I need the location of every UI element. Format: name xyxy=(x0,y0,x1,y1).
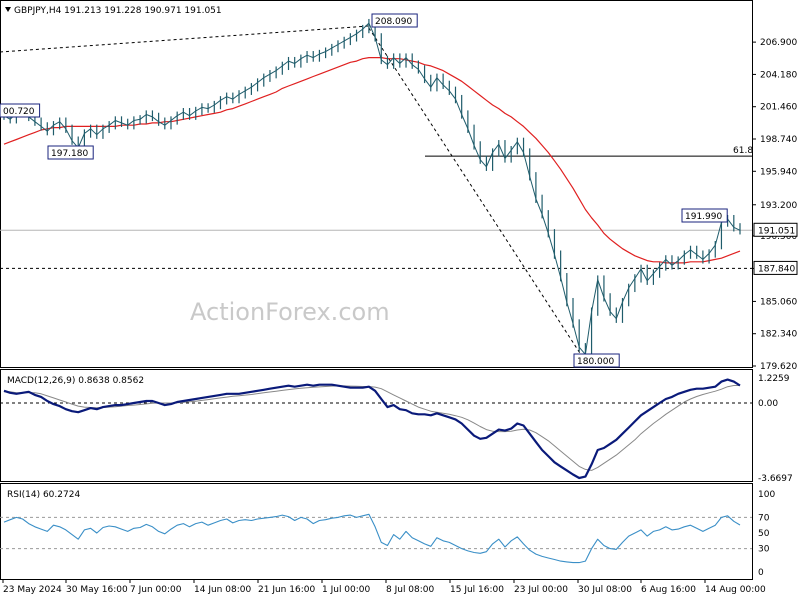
trend-line-upper xyxy=(0,25,369,53)
price-pane-border xyxy=(0,0,753,368)
rsi-axis-label: 50 xyxy=(758,529,770,539)
rsi-axis-label: 0 xyxy=(758,568,764,578)
support-price-box xyxy=(753,260,798,275)
rsi-axis-label: 70 xyxy=(758,513,770,523)
dropdown-arrow-icon[interactable] xyxy=(5,7,11,12)
high-tag-208090-box xyxy=(371,13,418,28)
rsi-line xyxy=(3,513,741,564)
tag-197180: 197.180 xyxy=(51,149,88,159)
tag-191990: 191.990 xyxy=(685,212,722,222)
price-axis-label: 182.340 xyxy=(760,330,797,340)
x-axis-label: 7 Jun 00:00 xyxy=(130,585,182,595)
x-axis-label: 21 Jun 16:00 xyxy=(258,585,315,595)
tag-200720-box xyxy=(0,103,41,118)
chart-marks: 208.090 00.720 197.180 180.000 191.990 206.90… xyxy=(0,13,798,595)
price-axis-label: 204.180 xyxy=(760,70,797,80)
tag-200720: 00.720 xyxy=(3,107,35,117)
price-axis-label: 195.940 xyxy=(760,167,797,177)
macd-signal-line xyxy=(4,385,740,471)
x-axis-label: 1 Jul 00:00 xyxy=(322,585,371,595)
tag-191990-box xyxy=(681,208,728,223)
rsi-axis-label: 30 xyxy=(758,545,770,555)
fib-618-label: 61.8 xyxy=(733,146,753,156)
price-axis-label: 193.200 xyxy=(760,201,797,211)
x-axis-label: 14 Jun 08:00 xyxy=(194,585,251,595)
price-axis-label: 198.740 xyxy=(760,135,797,145)
macd-axis-label: 1.2259 xyxy=(758,374,790,384)
macd-title: MACD(12,26,9) 0.8638 0.8562 xyxy=(7,376,144,386)
price-axis-label: 201.460 xyxy=(760,103,797,113)
symbol-header: GBPJPY,H4 191.213 191.228 190.971 191.05… xyxy=(14,6,222,16)
low-tag-180000-box xyxy=(573,353,620,368)
support-price-label: 187.840 xyxy=(758,264,795,274)
low-tag-180000: 180.000 xyxy=(577,357,614,367)
ma-line xyxy=(3,57,741,264)
macd-axis-label: 0.00 xyxy=(758,399,778,409)
price-axis-label: 185.060 xyxy=(760,297,797,307)
price-axis-label: 190.500 xyxy=(760,232,797,242)
x-axis-label: 23 Jul 00:00 xyxy=(514,585,568,595)
rsi-pane-border xyxy=(0,483,753,580)
rsi-axis-label: 100 xyxy=(758,490,775,500)
watermark: ActionForex.com xyxy=(190,298,390,326)
price-axis-label: 206.900 xyxy=(760,38,797,48)
rsi-title: RSI(14) 60.2724 xyxy=(7,490,80,500)
x-axis-label: 14 Aug 00:00 xyxy=(705,585,766,595)
x-axis-label: 6 Aug 16:00 xyxy=(641,585,696,595)
price-line xyxy=(3,22,741,355)
x-axis-label: 23 May 2024 xyxy=(3,585,62,595)
fib-retracement-line xyxy=(368,27,586,362)
current-price-box xyxy=(753,222,798,237)
price-axis-label: 179.620 xyxy=(760,362,797,372)
x-axis-label: 30 May 16:00 xyxy=(66,585,128,595)
x-axis-label: 8 Jul 08:00 xyxy=(386,585,435,595)
x-axis-label: 30 Jul 08:00 xyxy=(578,585,632,595)
macd-axis-label: -3.6697 xyxy=(758,474,793,484)
macd-line xyxy=(3,378,741,480)
current-price-label: 191.051 xyxy=(758,226,795,236)
macd-pane-border xyxy=(0,369,753,482)
tag-197180-box xyxy=(47,145,94,160)
x-axis-label: 15 Jul 16:00 xyxy=(450,585,504,595)
chart-frame: GBPJPY,H4 191.213 191.228 190.971 191.05… xyxy=(0,0,753,580)
high-tag-208090: 208.090 xyxy=(375,17,412,27)
